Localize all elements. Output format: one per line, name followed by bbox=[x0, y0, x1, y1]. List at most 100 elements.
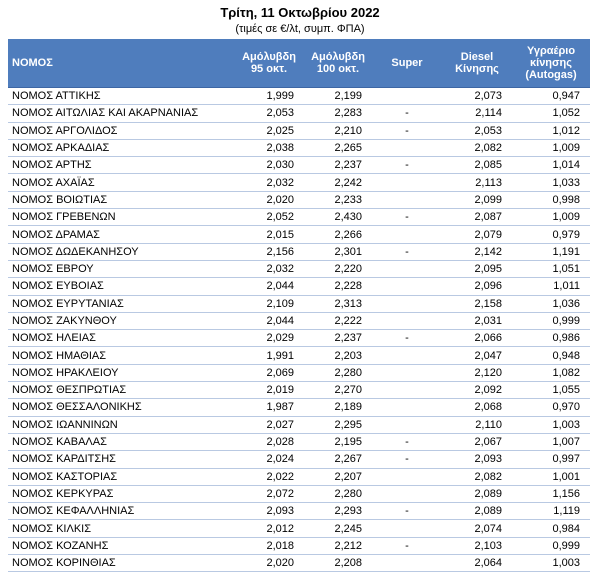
price-cell: 2,089 bbox=[442, 485, 512, 504]
region-cell: ΝΟΜΟΣ ΚΑΣΤΟΡΙΑΣ bbox=[8, 468, 234, 486]
price-cell: 1,999 bbox=[234, 87, 304, 106]
region-cell: ΝΟΜΟΣ ΑΧΑΪΑΣ bbox=[8, 173, 234, 192]
price-cell: 1,012 bbox=[512, 122, 590, 140]
price-cell: 2,270 bbox=[304, 381, 372, 400]
price-cell: 2,208 bbox=[304, 554, 372, 572]
price-cell: 2,265 bbox=[304, 139, 372, 158]
price-cell: - bbox=[372, 208, 442, 227]
price-cell: 2,053 bbox=[442, 122, 512, 140]
table-row: ΝΟΜΟΣ ΚΑΡΔΙΤΣΗΣ 2,024 2,267-2,093 0,997 bbox=[8, 450, 590, 469]
price-cell: 2,233 bbox=[304, 191, 372, 210]
price-cell: 2,245 bbox=[304, 519, 372, 538]
price-cell: 2,103 bbox=[442, 537, 512, 556]
page: Τρίτη, 11 Οκτωβρίου 2022 (τιμές σε €/λt,… bbox=[8, 5, 590, 572]
region-cell: ΝΟΜΟΣ ΖΑΚΥΝΘΟΥ bbox=[8, 312, 234, 331]
price-cell: 1,009 bbox=[512, 139, 590, 158]
price-cell: 2,228 bbox=[304, 277, 372, 296]
subtitle: (τιμές σε €/λt, συμπ. ΦΠΑ) bbox=[235, 23, 365, 35]
price-cell: 2,210 bbox=[304, 122, 372, 140]
region-cell: ΝΟΜΟΣ ΒΟΙΩΤΙΑΣ bbox=[8, 191, 234, 210]
price-cell: 2,237 bbox=[304, 329, 372, 348]
price-cell: - bbox=[372, 329, 442, 348]
table-row: ΝΟΜΟΣ ΔΡΑΜΑΣ 2,015 2,266 2,079 0,979 bbox=[8, 225, 590, 244]
table-row: ΝΟΜΟΣ ΑΡΚΑΔΙΑΣ 2,038 2,265 2,082 1,009 bbox=[8, 139, 590, 158]
price-cell: 2,301 bbox=[304, 243, 372, 261]
price-cell bbox=[372, 485, 442, 504]
price-cell: 2,067 bbox=[442, 433, 512, 452]
price-cell bbox=[372, 139, 442, 158]
table-row: ΝΟΜΟΣ ΚΟΡΙΝΘΙΑΣ 2,020 2,208 2,064 1,003 bbox=[8, 554, 590, 572]
price-cell: 2,096 bbox=[442, 277, 512, 296]
price-cell: 1,119 bbox=[512, 502, 590, 521]
table-row: ΝΟΜΟΣ ΒΟΙΩΤΙΑΣ 2,020 2,233 2,099 0,998 bbox=[8, 191, 590, 210]
region-cell: ΝΟΜΟΣ ΘΕΣΣΑΛΟΝΙΚΗΣ bbox=[8, 398, 234, 417]
region-cell: ΝΟΜΟΣ ΗΛΕΙΑΣ bbox=[8, 329, 234, 348]
region-cell: ΝΟΜΟΣ ΕΥΒΟΙΑΣ bbox=[8, 277, 234, 296]
region-cell: ΝΟΜΟΣ ΑΡΚΑΔΙΑΣ bbox=[8, 139, 234, 158]
price-cell: 2,114 bbox=[442, 104, 512, 123]
price-cell: 2,199 bbox=[304, 87, 372, 106]
price-cell: - bbox=[372, 104, 442, 123]
price-cell: 0,999 bbox=[512, 537, 590, 556]
price-cell: 2,156 bbox=[234, 243, 304, 261]
price-cell: 2,015 bbox=[234, 225, 304, 244]
price-cell bbox=[372, 554, 442, 572]
price-cell: 2,266 bbox=[304, 225, 372, 244]
price-cell: 2,142 bbox=[442, 243, 512, 261]
table-row: ΝΟΜΟΣ ΗΛΕΙΑΣ 2,029 2,237-2,066 0,986 bbox=[8, 329, 590, 348]
price-cell: 2,212 bbox=[304, 537, 372, 556]
price-cell bbox=[372, 468, 442, 486]
region-cell: ΝΟΜΟΣ ΕΥΡΥΤΑΝΙΑΣ bbox=[8, 295, 234, 313]
price-cell: 2,030 bbox=[234, 156, 304, 175]
price-cell: 2,158 bbox=[442, 295, 512, 313]
price-cell: 2,207 bbox=[304, 468, 372, 486]
region-cell: ΝΟΜΟΣ ΚΟΖΑΝΗΣ bbox=[8, 537, 234, 556]
table-row: ΝΟΜΟΣ ΓΡΕΒΕΝΩΝ 2,052 2,430-2,087 1,009 bbox=[8, 208, 590, 227]
price-cell: 2,082 bbox=[442, 139, 512, 158]
table-row: ΝΟΜΟΣ ΔΩΔΕΚΑΝΗΣΟΥ 2,156 2,301-2,142 1,191 bbox=[8, 243, 590, 261]
region-cell: ΝΟΜΟΣ ΘΕΣΠΡΩΤΙΑΣ bbox=[8, 381, 234, 400]
region-cell: ΝΟΜΟΣ ΚΕΡΚΥΡΑΣ bbox=[8, 485, 234, 504]
price-cell: 2,099 bbox=[442, 191, 512, 210]
price-cell bbox=[372, 225, 442, 244]
header-row: ΝΟΜΟΣ Αμόλυβδη 95 οκτ. Αμόλυβδη 100 οκτ. Su… bbox=[8, 39, 590, 88]
price-cell bbox=[372, 87, 442, 106]
table-row: ΝΟΜΟΣ ΑΡΓΟΛΙΔΟΣ 2,025 2,210-2,053 1,012 bbox=[8, 122, 590, 140]
price-cell: 1,191 bbox=[512, 243, 590, 261]
table-row: ΝΟΜΟΣ ΚΑΣΤΟΡΙΑΣ 2,022 2,207 2,082 1,001 bbox=[8, 468, 590, 486]
price-cell: 1,033 bbox=[512, 173, 590, 192]
table-row: ΝΟΜΟΣ ΑΙΤΩΛΙΑΣ ΚΑΙ ΑΚΑΡΝΑΝΙΑΣ 2,053 2,283-… bbox=[8, 104, 590, 123]
price-cell bbox=[372, 519, 442, 538]
price-cell bbox=[372, 260, 442, 279]
price-cell: 2,027 bbox=[234, 416, 304, 434]
price-cell: 1,987 bbox=[234, 398, 304, 417]
price-cell: 2,280 bbox=[304, 364, 372, 383]
region-cell: ΝΟΜΟΣ ΗΡΑΚΛΕΙΟΥ bbox=[8, 364, 234, 383]
price-cell: 2,053 bbox=[234, 104, 304, 123]
price-cell: 2,087 bbox=[442, 208, 512, 227]
column-header: Diesel Κίνησης bbox=[442, 39, 512, 88]
price-cell: 2,113 bbox=[442, 173, 512, 192]
table-row: ΝΟΜΟΣ ΕΒΡΟΥ 2,032 2,220 2,095 1,051 bbox=[8, 260, 590, 279]
price-cell: 2,018 bbox=[234, 537, 304, 556]
region-cell: ΝΟΜΟΣ ΓΡΕΒΕΝΩΝ bbox=[8, 208, 234, 227]
price-cell: 2,025 bbox=[234, 122, 304, 140]
column-header: Αμόλυβδη 100 οκτ. bbox=[304, 39, 372, 88]
price-cell: 2,019 bbox=[234, 381, 304, 400]
table-row: ΝΟΜΟΣ ΙΩΑΝΝΙΝΩΝ 2,027 2,295 2,110 1,003 bbox=[8, 416, 590, 434]
region-cell: ΝΟΜΟΣ ΔΩΔΕΚΑΝΗΣΟΥ bbox=[8, 243, 234, 261]
title: Τρίτη, 11 Οκτωβρίου 2022 bbox=[220, 5, 380, 20]
table-row: ΝΟΜΟΣ ΚΕΦΑΛΛΗΝΙΑΣ 2,093 2,293-2,089 1,119 bbox=[8, 502, 590, 521]
table-row: ΝΟΜΟΣ ΕΥΒΟΙΑΣ 2,044 2,228 2,096 1,011 bbox=[8, 277, 590, 296]
price-cell: 1,014 bbox=[512, 156, 590, 175]
price-table: ΝΟΜΟΣ Αμόλυβδη 95 οκτ. Αμόλυβδη 100 οκτ. Su… bbox=[8, 39, 590, 572]
price-cell: 1,082 bbox=[512, 364, 590, 383]
price-cell bbox=[372, 398, 442, 417]
price-cell bbox=[372, 381, 442, 400]
price-cell: 2,032 bbox=[234, 173, 304, 192]
price-cell: 1,052 bbox=[512, 104, 590, 123]
table-row: ΝΟΜΟΣ ΚΟΖΑΝΗΣ 2,018 2,212-2,103 0,999 bbox=[8, 537, 590, 556]
table-row: ΝΟΜΟΣ ΘΕΣΣΑΛΟΝΙΚΗΣ 1,987 2,189 2,068 0,970 bbox=[8, 398, 590, 417]
price-cell bbox=[372, 312, 442, 331]
region-cell: ΝΟΜΟΣ ΑΤΤΙΚΗΣ bbox=[8, 87, 234, 106]
